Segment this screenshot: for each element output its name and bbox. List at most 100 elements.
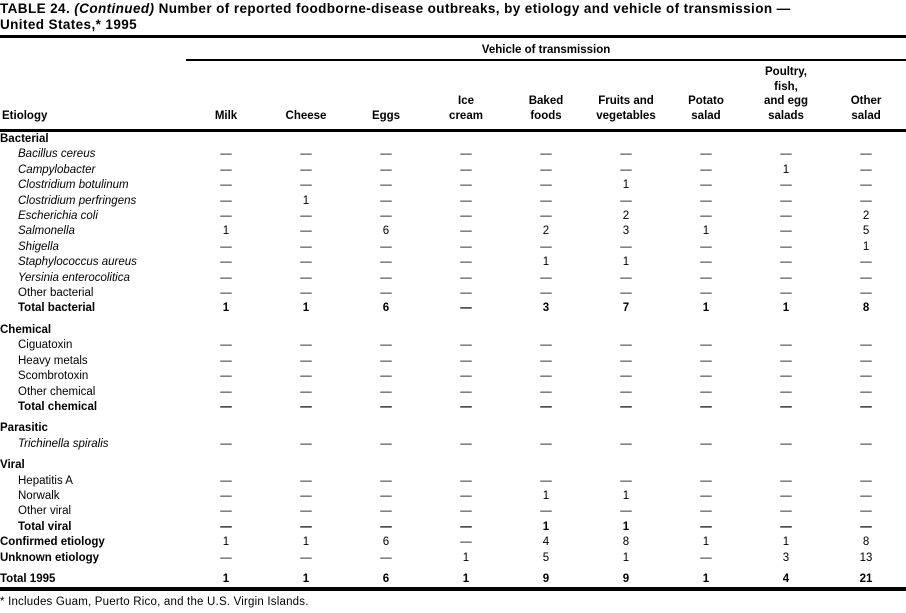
cell-other-salad: —	[860, 271, 872, 284]
cell-milk: 1	[222, 225, 230, 238]
cell-fruits-and-vegetables: 2	[622, 210, 630, 223]
row-ciguatoxin: Ciguatoxin — — — — — — — — —	[0, 338, 906, 353]
cell-milk: —	[220, 385, 232, 398]
cell-eggs: 6	[382, 302, 390, 315]
cell-poultry-fish-and-egg-salads: 1	[782, 536, 790, 549]
cell-eggs: —	[380, 400, 392, 413]
cell-potato-salad: —	[700, 385, 712, 398]
cell-milk: —	[220, 271, 232, 284]
cell-baked-foods: —	[540, 240, 552, 253]
cell-baked-foods: —	[540, 194, 552, 207]
cell-other-salad: —	[860, 489, 872, 502]
row-label: Confirmed etiology	[0, 536, 105, 549]
cell-milk: —	[220, 474, 232, 487]
cell-other-salad: —	[860, 354, 872, 367]
cell-cheese: —	[300, 551, 312, 564]
cell-eggs: —	[380, 256, 392, 269]
cell-milk: —	[220, 148, 232, 161]
row-total-1995: Total 1995 1 1 6 1 9 9 1 4 21	[0, 566, 906, 589]
cell-milk: —	[220, 210, 232, 223]
cell-other-salad: —	[860, 474, 872, 487]
cell-other-salad: —	[860, 179, 872, 192]
cell-ice-cream: —	[460, 354, 472, 367]
cell-fruits-and-vegetables: 7	[622, 302, 630, 315]
cell-cheese: —	[300, 370, 312, 383]
row-hepatitis-a: Hepatitis A — — — — — — — — —	[0, 474, 906, 489]
cell-milk: —	[220, 287, 232, 300]
cell-fruits-and-vegetables: 9	[622, 572, 630, 585]
cell-milk: —	[220, 179, 232, 192]
row-label: Scombrotoxin	[18, 370, 89, 383]
cell-ice-cream: —	[460, 225, 472, 238]
cell-fruits-and-vegetables: —	[620, 370, 632, 383]
cell-potato-salad: —	[700, 551, 712, 564]
section-header-bacterial: Bacterial	[0, 131, 906, 148]
title-table-label: TABLE 24.	[0, 1, 71, 16]
cell-potato-salad: —	[700, 370, 712, 383]
cell-potato-salad: —	[700, 148, 712, 161]
column-header-other-salad: Other salad	[826, 60, 906, 132]
cell-cheese: —	[300, 385, 312, 398]
cell-cheese: —	[300, 163, 312, 176]
row-label: Bacillus cereus	[18, 148, 96, 161]
section-header-parasitic: Parasitic	[0, 415, 906, 436]
row-escherichia-coli: Escherichia coli — — — — — 2 — — 2	[0, 209, 906, 224]
cell-fruits-and-vegetables: 1	[622, 179, 630, 192]
cell-potato-salad: —	[700, 179, 712, 192]
cell-fruits-and-vegetables: —	[620, 400, 632, 413]
row-norwalk: Norwalk — — — — 1 1 — — —	[0, 489, 906, 504]
cell-potato-salad: —	[700, 194, 712, 207]
cell-other-salad: 5	[862, 225, 870, 238]
cell-baked-foods: —	[540, 179, 552, 192]
cell-milk: —	[220, 256, 232, 269]
cell-cheese: —	[300, 339, 312, 352]
outbreaks-table: Vehicle of transmission Etiology Milk Chees…	[0, 35, 906, 592]
cell-milk: —	[220, 400, 232, 413]
cell-fruits-and-vegetables: 1	[622, 489, 630, 502]
cell-milk: —	[220, 163, 232, 176]
cell-other-salad: 1	[862, 240, 870, 253]
cell-ice-cream: —	[460, 339, 472, 352]
cell-milk: —	[220, 370, 232, 383]
row-other-chemical: Other chemical — — — — — — — — —	[0, 385, 906, 400]
cell-poultry-fish-and-egg-salads: —	[780, 520, 792, 533]
cell-poultry-fish-and-egg-salads: —	[780, 354, 792, 367]
cell-ice-cream: —	[460, 240, 472, 253]
cell-other-salad: —	[860, 148, 872, 161]
cell-other-salad: —	[860, 256, 872, 269]
cell-ice-cream: —	[460, 163, 472, 176]
table-title: TABLE 24. (Continued) Number of reported…	[0, 0, 906, 35]
cell-potato-salad: —	[700, 520, 712, 533]
row-label: Other bacterial	[18, 287, 94, 300]
cell-baked-foods: —	[540, 354, 552, 367]
cell-baked-foods: —	[540, 437, 552, 450]
cell-cheese: —	[300, 489, 312, 502]
cell-milk: —	[220, 194, 232, 207]
cell-potato-salad: —	[700, 210, 712, 223]
row-clostridium-perfringens: Clostridium perfringens — 1 — — — — — — —	[0, 194, 906, 209]
cell-fruits-and-vegetables: 1	[622, 256, 630, 269]
cell-eggs: —	[380, 148, 392, 161]
cell-potato-salad: —	[700, 489, 712, 502]
cell-cheese: 1	[302, 194, 310, 207]
cell-cheese: 1	[302, 302, 310, 315]
cell-cheese: —	[300, 505, 312, 518]
cell-fruits-and-vegetables: —	[620, 437, 632, 450]
row-label: Total chemical	[18, 400, 98, 413]
cell-poultry-fish-and-egg-salads: —	[780, 256, 792, 269]
row-clostridium-botulinum: Clostridium botulinum — — — — — 1 — — —	[0, 178, 906, 193]
cell-poultry-fish-and-egg-salads: —	[780, 225, 792, 238]
cell-ice-cream: —	[460, 489, 472, 502]
cell-potato-salad: 1	[702, 536, 710, 549]
cell-baked-foods: —	[540, 163, 552, 176]
cell-poultry-fish-and-egg-salads: —	[780, 240, 792, 253]
cell-eggs: —	[380, 505, 392, 518]
cell-cheese: —	[300, 240, 312, 253]
cell-baked-foods: 3	[542, 302, 550, 315]
cell-poultry-fish-and-egg-salads: —	[780, 400, 792, 413]
cell-other-salad: 8	[862, 536, 870, 549]
cell-milk: —	[220, 489, 232, 502]
section-label: Chemical	[0, 323, 52, 336]
row-total-chemical: Total chemical — — — — — — — — —	[0, 400, 906, 415]
cell-other-salad: 21	[859, 572, 873, 585]
